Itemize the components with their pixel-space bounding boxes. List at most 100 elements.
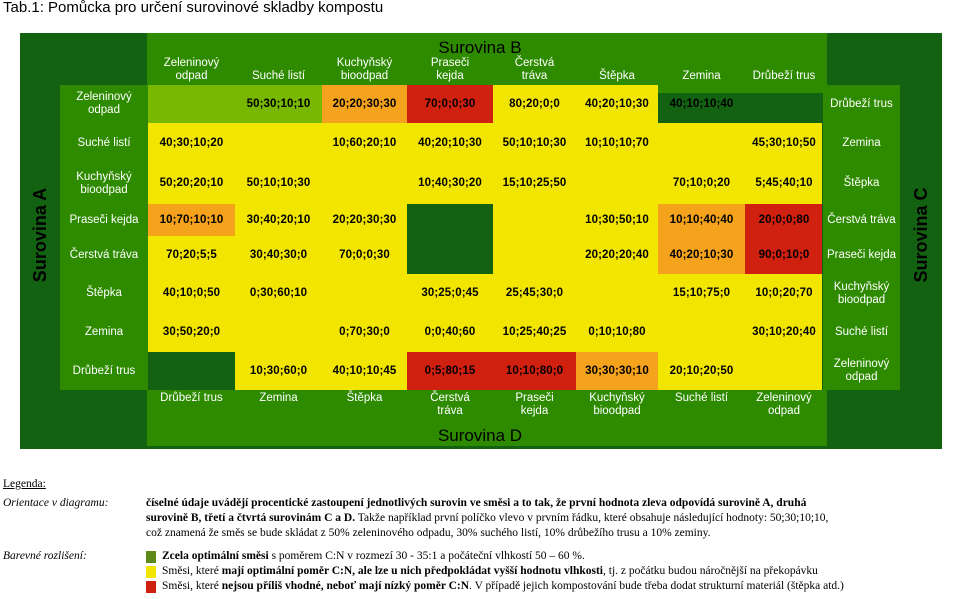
legend-orientation-label: Orientace v diagramu: (3, 497, 109, 509)
mix-ratio-cell: 0;10;10;80 (588, 326, 646, 338)
material-label: Drůbeží trus (830, 97, 893, 110)
mix-ratio-cell: 10;10;40;40 (669, 213, 734, 226)
mix-ratio-cell: 10;10;80;0 (505, 364, 564, 377)
legend-color-moist-prefix: Směsi, které (162, 565, 222, 577)
legend-swatch-green (146, 551, 156, 563)
legend-orientation-line2: surovině B, třetí a čtvrtá surovinám C a… (146, 512, 828, 524)
left-strip (20, 33, 60, 449)
material-label: Čerstvá tráva (514, 57, 555, 82)
mix-ratio-cell: 0;0;40;60 (424, 326, 476, 338)
material-label: Drůbeží trus (752, 70, 816, 82)
legend-color-moist-bold: mají optimální poměr C:N, ale lze u nich… (221, 565, 603, 577)
header-band-top (147, 33, 827, 93)
heat-zone-1 (322, 85, 407, 123)
mix-ratio-cell: 10;30;50;10 (585, 213, 649, 226)
mix-ratio-cell: 40;30;10;20 (159, 136, 224, 149)
mix-ratio-cell: 50;30;10;10 (246, 97, 311, 110)
axis-label-a: Surovina A (29, 187, 50, 283)
heat-zone-8 (148, 163, 235, 204)
material-label: Kuchyňský bioodpad (589, 392, 645, 417)
material-label: Suché listí (77, 136, 131, 149)
heat-zone-25 (576, 352, 658, 390)
mix-ratio-cell: 20;10;20;50 (669, 364, 734, 377)
mix-ratio-cell: 70;0;0;30 (424, 97, 476, 110)
heat-zone-11 (493, 204, 658, 236)
legend-swatch-red (146, 581, 156, 593)
right-strip (900, 33, 942, 449)
heat-zone-18 (745, 236, 822, 274)
mix-ratio-cell: 30;40;20;10 (246, 213, 311, 226)
mix-ratio-cell: 50;20;20;10 (159, 177, 224, 189)
mix-ratio-cell: 25;45;30;0 (505, 287, 564, 299)
heat-zone-2 (407, 85, 493, 123)
mix-ratio-cell: 20;20;30;30 (332, 97, 397, 110)
mix-ratio-cell: 30;30;30;10 (585, 364, 649, 377)
heat-zone-21 (658, 274, 822, 313)
legend-color-optimal-rest: s poměrem C:N v rozmezí 30 - 35:1 a počá… (268, 550, 585, 562)
material-label: Zeleninový odpad (756, 392, 812, 417)
mix-ratio-cell: 10;70;10;10 (159, 213, 224, 226)
heat-zone-19 (148, 274, 407, 313)
heat-zone-16 (493, 236, 658, 274)
mix-ratio-cell: 15;10;25;50 (502, 177, 567, 189)
legend-color-unsuitable-prefix: Směsi, které (162, 580, 222, 592)
header-band-bottom (147, 390, 827, 446)
heat-zone-9 (148, 204, 235, 236)
material-label: Kuchyňský bioodpad (833, 280, 890, 306)
mix-ratio-cell: 30;40;30;0 (249, 248, 308, 261)
mix-ratio-cell: 30;10;20;40 (752, 326, 816, 338)
axis-label-c: Surovina C (910, 187, 931, 283)
mix-ratio-cell: 80;20;0;0 (509, 97, 560, 110)
legend-orientation-line1: číselné údaje uvádějí procentické zastou… (146, 497, 807, 509)
mix-ratio-cell: 10;25;40;25 (502, 326, 567, 338)
heat-zone-6 (658, 123, 822, 163)
mix-ratio-cell: 10;10;10;70 (585, 136, 649, 149)
material-label: Štěpka (843, 177, 880, 189)
heat-zone-22 (148, 313, 822, 352)
mix-ratio-cell: 20;20;30;30 (332, 213, 397, 226)
material-label: Praseči kejda (69, 213, 139, 226)
legend-color-optimal-bold: Zcela optimální směsi (162, 550, 269, 562)
mix-ratio-cell: 40;20;10;30 (669, 248, 734, 261)
heat-zone-14 (148, 236, 235, 274)
legend-swatch-yellow (146, 566, 156, 578)
material-label: Zemina (84, 326, 124, 338)
legend-color-moist: Směsi, které mají optimální poměr C:N, a… (162, 565, 818, 577)
material-label: Suché listí (251, 70, 306, 82)
mix-ratio-cell: 45;30;10;50 (752, 136, 816, 149)
mix-ratio-cell: 10;60;20;10 (332, 136, 397, 149)
mix-ratio-cell: 10;0;20;70 (755, 287, 813, 299)
mix-ratio-cell: 10;40;30;20 (418, 177, 482, 189)
heat-zone-15 (235, 236, 407, 274)
mix-ratio-cell: 10;30;60;0 (249, 364, 308, 377)
material-label: Štěpka (346, 392, 383, 404)
legend-orientation-line2-bold: surovině B, třetí a čtvrtá surovinám C a… (146, 512, 356, 524)
header-band-right (823, 85, 901, 390)
mix-ratio-cell: 20;20;20;40 (585, 248, 649, 261)
material-label: Zemina (842, 136, 881, 149)
mix-ratio-cell: 70;10;0;20 (672, 177, 731, 189)
legend-color-unsuitable-bold: nejsou příliš vhodné, neboť mají nízký p… (221, 580, 470, 592)
material-label: Zeleninový odpad (833, 358, 890, 383)
axis-label-b: Surovina B (438, 37, 522, 57)
material-label: Štěpka (86, 287, 122, 299)
mix-ratio-cell: 40;10;10;40 (669, 97, 734, 110)
mix-ratio-cell: 40;20;10;30 (418, 136, 482, 149)
mix-ratio-cell: 0;70;30;0 (339, 326, 390, 338)
legend-color-moist-rest: , tj. z počátku budou náročnější na přek… (603, 565, 818, 577)
legend-orientation-line2-rest: Takže například první políčko vlevo v pr… (355, 512, 829, 524)
axis-label-d: Surovina D (437, 425, 523, 445)
material-label: Praseči kejda (826, 248, 897, 261)
compost-matrix: Zeleninový odpad Suché listí Kuchyňský bio… (20, 33, 942, 449)
header-band-left (60, 85, 148, 390)
material-label: Kuchyňský bioodpad (76, 170, 132, 196)
material-label: Zemina (259, 392, 298, 404)
mix-ratio-cell: 50;10;10;30 (502, 136, 567, 149)
mix-ratio-cell: 0;30;60;10 (249, 287, 308, 299)
legend-color-label: Barevné rozlišení: (3, 550, 87, 562)
mix-ratio-cell: 20;0;0;80 (758, 213, 810, 226)
heat-zone-3 (493, 85, 658, 123)
mix-ratio-cell: 5;45;40;10 (755, 177, 813, 189)
mix-ratio-cell: 0;5;80;15 (424, 364, 476, 377)
heat-zone-24 (407, 352, 576, 390)
